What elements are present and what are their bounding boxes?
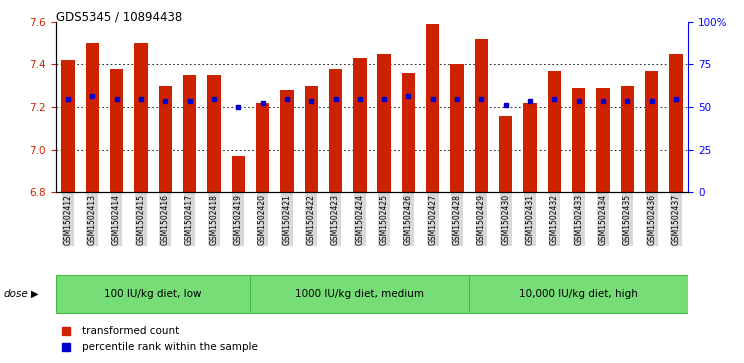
Text: GDS5345 / 10894438: GDS5345 / 10894438 xyxy=(56,11,182,24)
Text: 100 IU/kg diet, low: 100 IU/kg diet, low xyxy=(104,289,202,299)
Text: percentile rank within the sample: percentile rank within the sample xyxy=(83,342,258,352)
Bar xyxy=(86,43,99,192)
Text: 10,000 IU/kg diet, high: 10,000 IU/kg diet, high xyxy=(519,289,638,299)
Text: 1000 IU/kg diet, medium: 1000 IU/kg diet, medium xyxy=(295,289,424,299)
Bar xyxy=(61,60,74,192)
Bar xyxy=(572,88,586,192)
Bar xyxy=(426,24,440,192)
Bar xyxy=(670,54,683,192)
Bar xyxy=(402,73,415,192)
Text: dose: dose xyxy=(4,289,28,299)
Bar xyxy=(353,58,367,192)
Bar xyxy=(524,103,536,192)
Bar xyxy=(134,43,147,192)
Text: transformed count: transformed count xyxy=(83,326,179,336)
Bar xyxy=(280,90,294,192)
Bar xyxy=(499,115,513,192)
Bar xyxy=(256,103,269,192)
Bar xyxy=(208,75,220,192)
Bar xyxy=(56,275,251,313)
Bar xyxy=(231,156,245,192)
Bar xyxy=(158,86,172,192)
Bar xyxy=(620,86,634,192)
Bar xyxy=(548,71,561,192)
Bar xyxy=(110,69,124,192)
Text: ▶: ▶ xyxy=(31,289,39,299)
Bar xyxy=(329,69,342,192)
Bar xyxy=(304,86,318,192)
Bar xyxy=(645,71,658,192)
Bar xyxy=(251,275,469,313)
Bar xyxy=(475,39,488,192)
Bar xyxy=(469,275,688,313)
Bar xyxy=(597,88,610,192)
Bar xyxy=(377,54,391,192)
Bar xyxy=(183,75,196,192)
Bar xyxy=(450,65,464,192)
